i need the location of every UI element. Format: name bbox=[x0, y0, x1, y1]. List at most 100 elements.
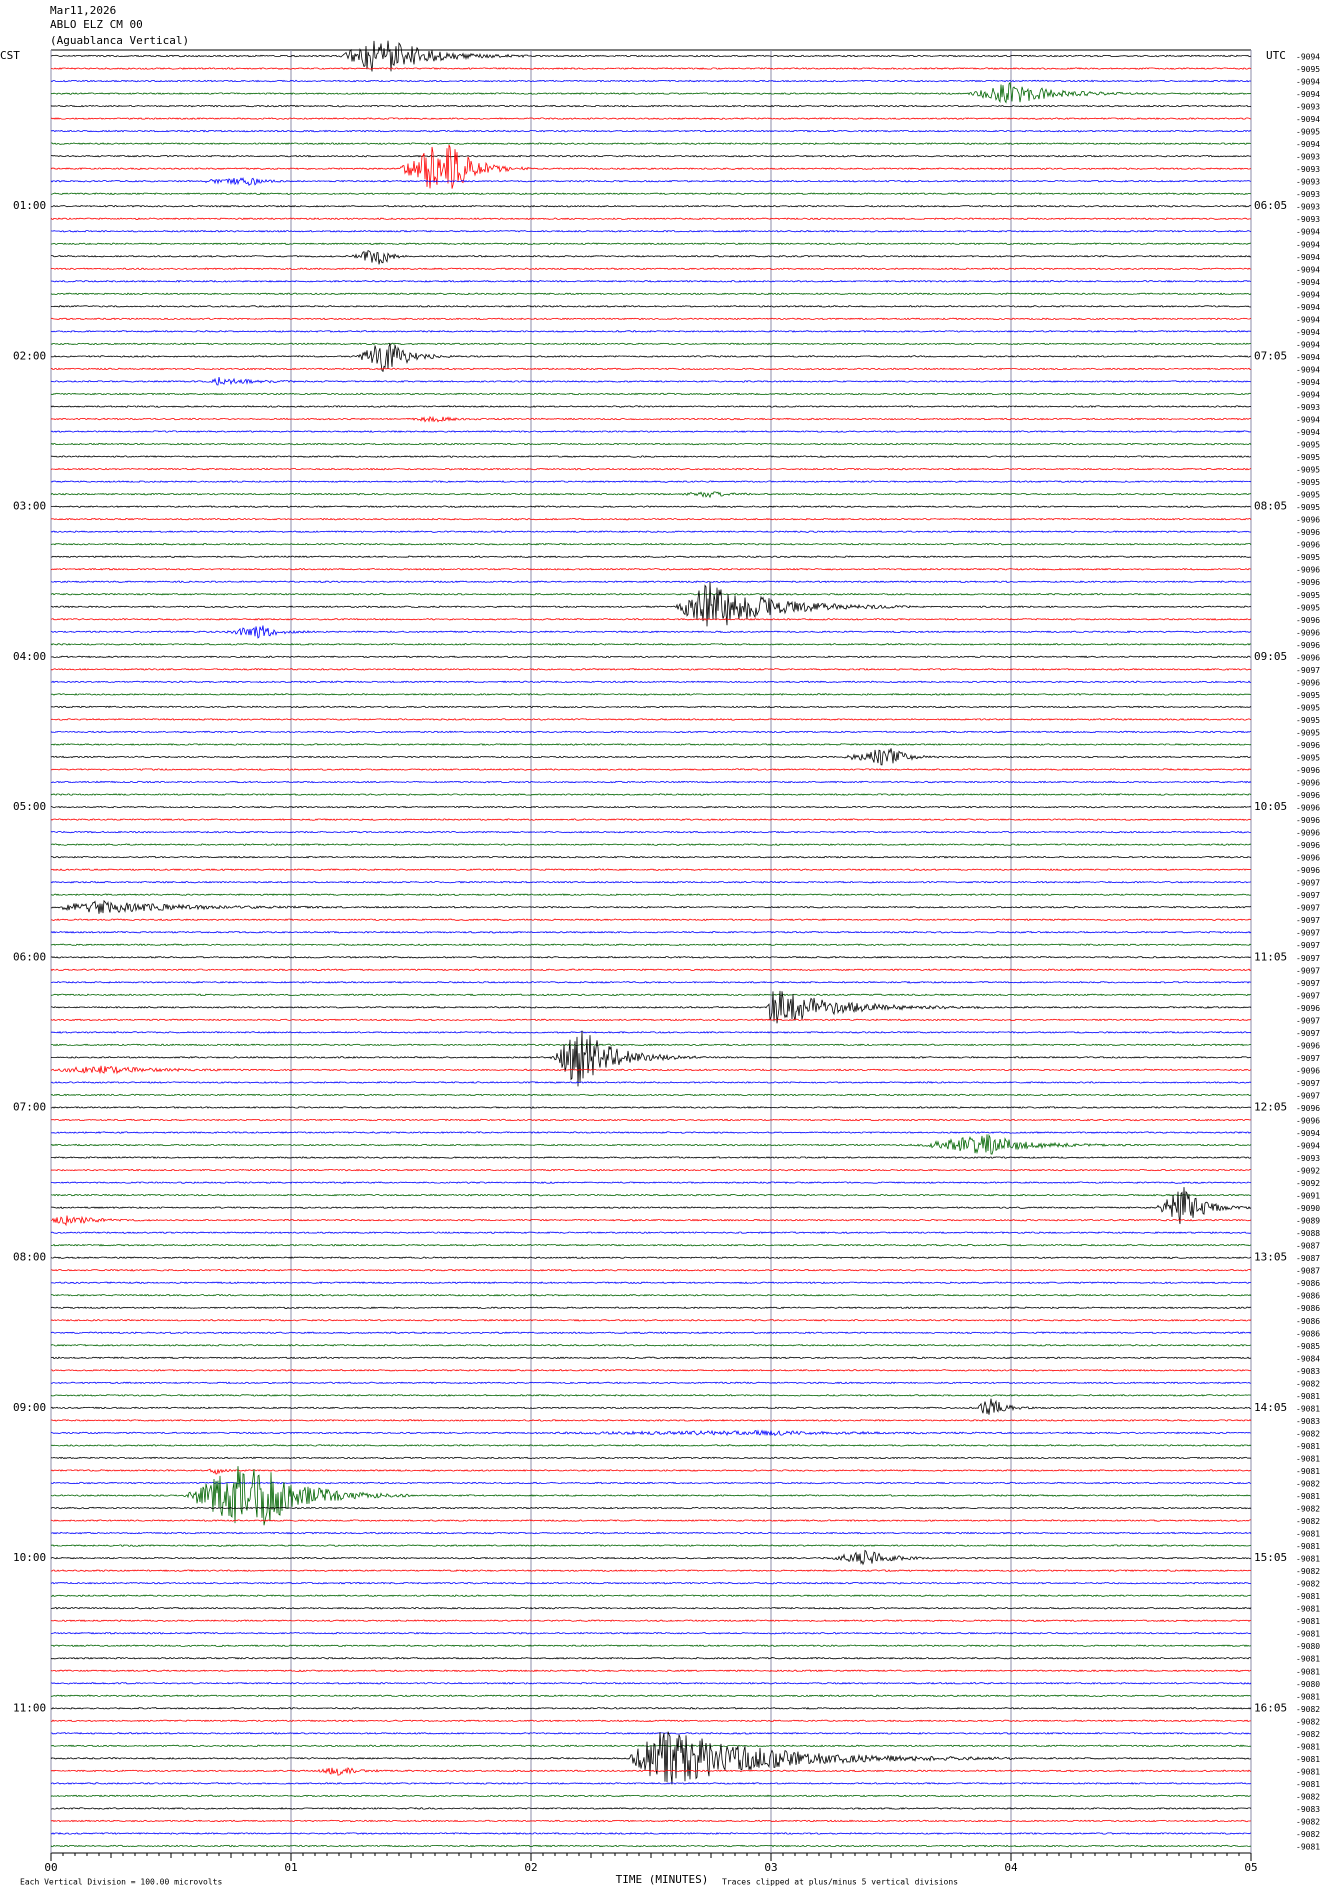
trace bbox=[50, 1669, 1252, 1673]
trace bbox=[50, 1456, 1252, 1460]
trace bbox=[50, 1331, 1252, 1335]
trace bbox=[50, 880, 1252, 884]
trace-label: -9095 bbox=[1296, 441, 1320, 450]
trace-label: -9088 bbox=[1296, 1229, 1320, 1238]
trace-label: -9096 bbox=[1296, 866, 1320, 875]
header-station: ABLO ELZ CM 00 bbox=[50, 18, 143, 31]
trace bbox=[50, 581, 1252, 627]
trace-label: -9097 bbox=[1296, 979, 1320, 988]
trace-label: -9095 bbox=[1296, 503, 1320, 512]
trace-label: -9082 bbox=[1296, 1429, 1320, 1438]
trace-label: -9097 bbox=[1296, 1029, 1320, 1038]
trace bbox=[50, 317, 1252, 321]
trace bbox=[50, 980, 1252, 984]
trace bbox=[50, 1819, 1252, 1823]
trace-label: -9081 bbox=[1296, 1542, 1320, 1551]
trace-label: -9096 bbox=[1296, 628, 1320, 637]
trace bbox=[50, 1093, 1252, 1097]
trace bbox=[50, 990, 1252, 1024]
trace-label: -9084 bbox=[1296, 1354, 1320, 1363]
trace bbox=[50, 1782, 1252, 1785]
trace bbox=[50, 930, 1252, 934]
right-time-label: 15:05 bbox=[1254, 1551, 1287, 1564]
trace-label: -9094 bbox=[1296, 240, 1320, 249]
trace bbox=[50, 405, 1252, 408]
trace bbox=[50, 154, 1251, 158]
trace bbox=[50, 144, 1252, 189]
trace bbox=[50, 430, 1252, 433]
trace bbox=[50, 1318, 1252, 1322]
trace-label: -9094 bbox=[1296, 290, 1320, 299]
trace bbox=[50, 1156, 1252, 1159]
trace bbox=[50, 1030, 1252, 1087]
trace bbox=[50, 330, 1252, 333]
trace bbox=[50, 229, 1252, 233]
trace bbox=[50, 79, 1252, 83]
trace-label: -9081 bbox=[1296, 1617, 1320, 1626]
trace bbox=[50, 117, 1252, 120]
trace bbox=[50, 943, 1252, 947]
trace bbox=[50, 392, 1252, 396]
trace bbox=[50, 1381, 1252, 1385]
trace-label: -9096 bbox=[1296, 641, 1320, 650]
trace bbox=[50, 1844, 1252, 1848]
trace bbox=[50, 1118, 1252, 1122]
trace bbox=[50, 1656, 1252, 1660]
trace bbox=[51, 505, 1252, 508]
trace-label: -9096 bbox=[1296, 528, 1320, 537]
trace-label: -9087 bbox=[1296, 1254, 1320, 1263]
trace-label: -9095 bbox=[1296, 128, 1320, 137]
trace-label: -9081 bbox=[1296, 1530, 1320, 1539]
trace bbox=[50, 192, 1252, 196]
trace-label: -9094 bbox=[1296, 328, 1320, 337]
trace-label: -9096 bbox=[1296, 1116, 1320, 1125]
trace-label: -9094 bbox=[1296, 428, 1320, 437]
trace bbox=[50, 668, 1252, 671]
trace-label: -9093 bbox=[1296, 153, 1320, 162]
trace bbox=[50, 1181, 1252, 1184]
trace bbox=[50, 555, 1252, 559]
trace bbox=[51, 1694, 1252, 1698]
trace-label: -9096 bbox=[1296, 1066, 1320, 1075]
trace bbox=[50, 342, 1252, 346]
trace-label: -9095 bbox=[1296, 716, 1320, 725]
trace bbox=[50, 1419, 1252, 1422]
trace-label: -9094 bbox=[1296, 390, 1320, 399]
trace bbox=[50, 204, 1252, 208]
trace bbox=[50, 1506, 1252, 1510]
trace bbox=[50, 743, 1252, 746]
trace-label: -9095 bbox=[1296, 453, 1320, 462]
trace-label: -9094 bbox=[1296, 303, 1320, 312]
right-time-label: 09:05 bbox=[1254, 650, 1287, 663]
trace-label: -9096 bbox=[1296, 566, 1320, 575]
trace-label: -9095 bbox=[1296, 478, 1320, 487]
trace-label: -9086 bbox=[1296, 1317, 1320, 1326]
left-zone: CST bbox=[0, 49, 20, 62]
trace bbox=[50, 1581, 1252, 1585]
trace bbox=[50, 517, 1252, 521]
trace-label: -9094 bbox=[1296, 53, 1320, 62]
trace-label: -9095 bbox=[1296, 491, 1320, 500]
trace bbox=[50, 1569, 1252, 1572]
trace-label: -9085 bbox=[1296, 1342, 1320, 1351]
x-tick-label: 02 bbox=[524, 1861, 537, 1874]
trace-label: -9096 bbox=[1296, 578, 1320, 587]
trace bbox=[50, 1268, 1252, 1272]
trace bbox=[50, 279, 1252, 283]
trace bbox=[50, 1168, 1252, 1172]
trace bbox=[50, 129, 1252, 133]
trace bbox=[50, 305, 1252, 308]
trace bbox=[50, 542, 1252, 546]
trace-label: -9097 bbox=[1296, 891, 1320, 900]
trace bbox=[50, 1106, 1252, 1109]
trace bbox=[50, 1394, 1252, 1397]
trace bbox=[50, 1215, 1252, 1227]
trace bbox=[50, 142, 1251, 145]
trace-label: -9096 bbox=[1296, 854, 1320, 863]
trace-label: -9096 bbox=[1296, 766, 1320, 775]
trace-label: -9093 bbox=[1296, 178, 1320, 187]
trace bbox=[50, 793, 1252, 796]
trace-label: -9095 bbox=[1296, 603, 1320, 612]
trace-label: -9097 bbox=[1296, 941, 1320, 950]
trace-label: -9094 bbox=[1296, 278, 1320, 287]
